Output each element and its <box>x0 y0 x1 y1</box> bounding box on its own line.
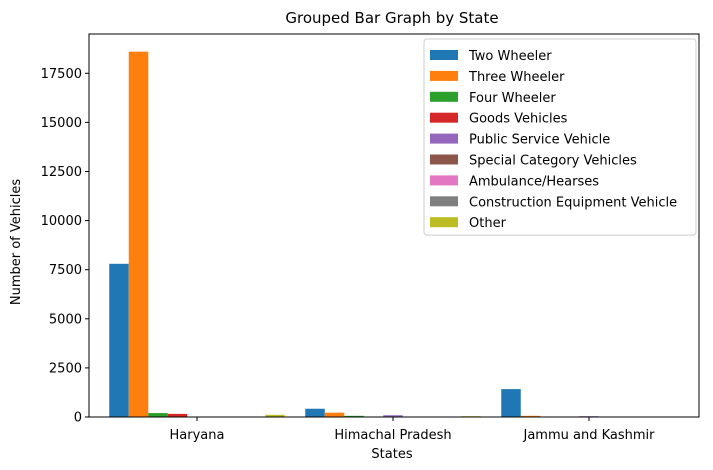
y-tick-label: 5000 <box>49 312 82 327</box>
axes-group: 0 2500 5000 7500 10000 12500 15000 17500 Haryana… <box>41 33 700 443</box>
y-tick-label: 10000 <box>41 214 82 229</box>
plot-frame <box>88 33 700 418</box>
y-axis-label: Number of Vehicles <box>9 179 24 306</box>
y-tick-label: 15000 <box>41 116 82 131</box>
bar-three-wheeler-himachal-pradesh <box>324 412 345 417</box>
bar-two-wheeler-jammu-and-kashmir <box>501 389 521 417</box>
x-tick-label: Jammu and Kashmir <box>523 428 656 443</box>
legend-label: Other <box>469 216 507 231</box>
y-tick-label: 7500 <box>49 263 82 278</box>
bar-public-service-vehicle-himachal-pradesh <box>383 415 403 417</box>
bar-four-wheeler-himachal-pradesh <box>344 415 364 417</box>
legend: Two Wheeler Three Wheeler Four Wheeler Good… <box>423 38 697 236</box>
y-tick-label: 17500 <box>41 67 82 82</box>
legend-label: Construction Equipment Vehicle <box>469 195 677 210</box>
legend-label: Three Wheeler <box>468 70 565 85</box>
legend-swatch <box>430 112 458 123</box>
y-tick-label: 0 <box>74 411 82 426</box>
bar-four-wheeler-haryana <box>148 413 168 417</box>
bar-two-wheeler-himachal-pradesh <box>305 408 325 417</box>
legend-label: Two Wheeler <box>468 49 552 64</box>
legend-swatch <box>430 50 458 60</box>
legend-swatch <box>430 196 458 207</box>
chart-title: Grouped Bar Graph by State <box>285 9 498 27</box>
legend-label: Special Category Vehicles <box>469 154 637 169</box>
bar-other-haryana <box>265 414 285 417</box>
y-tick-label: 12500 <box>41 165 82 180</box>
bar-goods-vehicles-haryana <box>167 413 188 417</box>
x-axis-label: States <box>371 447 412 462</box>
bar-three-wheeler-jammu-and-kashmir <box>520 415 541 417</box>
legend-label: Ambulance/Hearses <box>469 174 599 189</box>
legend-box <box>423 38 697 236</box>
legend-label: Four Wheeler <box>469 91 556 106</box>
legend-swatch <box>430 70 458 81</box>
legend-label: Public Service Vehicle <box>469 133 610 148</box>
x-tick-label: Haryana <box>170 428 225 443</box>
legend-swatch <box>430 175 458 186</box>
y-tick-label: 2500 <box>49 361 82 376</box>
legend-swatch <box>430 91 458 102</box>
legend-label: Goods Vehicles <box>469 112 568 127</box>
bar-two-wheeler-haryana <box>109 263 129 417</box>
legend-swatch <box>430 217 458 228</box>
legend-swatch <box>430 133 458 144</box>
bar-three-wheeler-haryana <box>128 51 149 418</box>
legend-swatch <box>430 154 458 165</box>
x-tick-label: Himachal Pradesh <box>334 428 451 443</box>
